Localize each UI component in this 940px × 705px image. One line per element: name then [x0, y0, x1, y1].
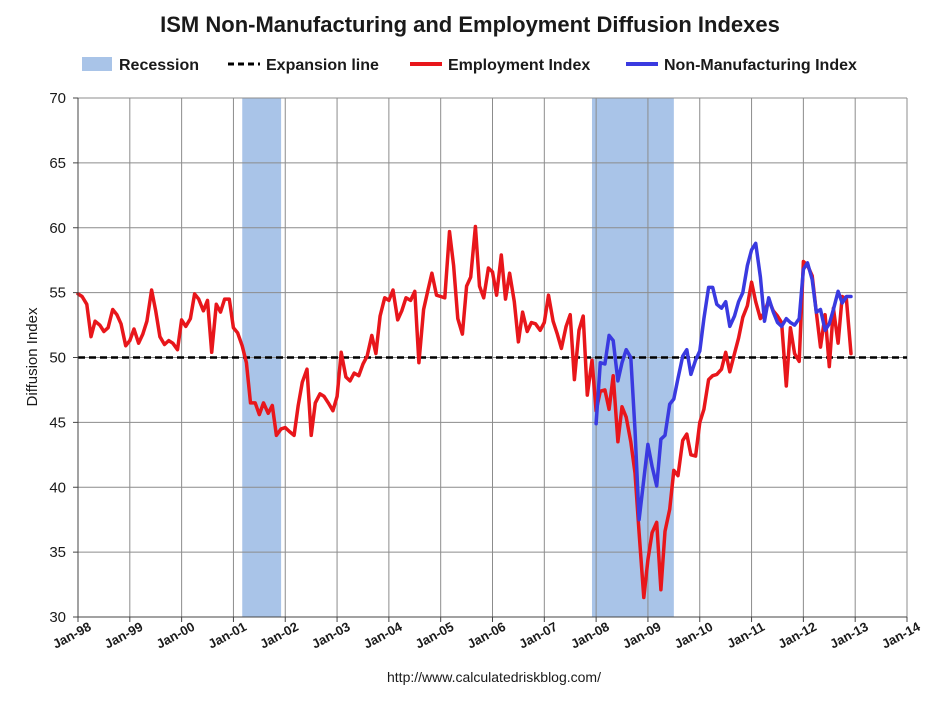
y-tick-label-35: 35: [49, 544, 66, 561]
legend-recession-label: Recession: [119, 57, 199, 74]
axes: [73, 97, 908, 622]
y-tick-labels: 30 35 40 45 50 55 60 65 70: [49, 90, 66, 626]
legend-recession-swatch: [82, 57, 112, 71]
legend: Recession Expansion line Employment Inde…: [82, 57, 857, 74]
y-tick-label-70: 70: [49, 90, 66, 107]
y-tick-label-55: 55: [49, 285, 66, 302]
legend-nonmfg-label: Non-Manufacturing Index: [664, 57, 857, 74]
employment-index-line: [76, 224, 853, 600]
y-tick-label-40: 40: [49, 479, 66, 496]
y-tick-label-50: 50: [49, 350, 66, 367]
legend-expansion-label: Expansion line: [266, 57, 379, 74]
legend-employment-label: Employment Index: [448, 57, 590, 74]
y-tick-label-60: 60: [49, 220, 66, 237]
y-axis-label: Diffusion Index: [24, 307, 41, 406]
chart-title: ISM Non-Manufacturing and Employment Dif…: [160, 12, 780, 37]
y-tick-label-45: 45: [49, 414, 66, 431]
series-lines: [76, 224, 853, 600]
source-url: http://www.calculatedriskblog.com/: [387, 669, 601, 685]
y-tick-label-30: 30: [49, 609, 66, 626]
non-manufacturing-index-line: [594, 241, 853, 522]
y-tick-label-65: 65: [49, 155, 66, 172]
